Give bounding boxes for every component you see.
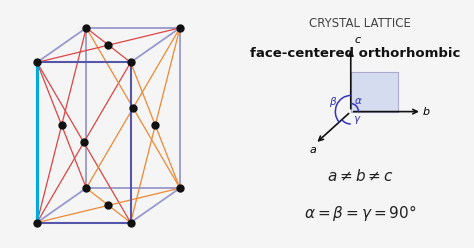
Text: b: b bbox=[423, 107, 430, 117]
Text: $a \neq b \neq c$: $a \neq b \neq c$ bbox=[327, 168, 393, 184]
Text: a: a bbox=[310, 145, 316, 155]
Text: $\alpha = \beta = \gamma = 90\degree$: $\alpha = \beta = \gamma = 90\degree$ bbox=[304, 203, 417, 223]
Text: $\beta$: $\beta$ bbox=[329, 95, 337, 109]
Text: face-centered orthorhombic: face-centered orthorhombic bbox=[250, 47, 461, 60]
Text: $\alpha$: $\alpha$ bbox=[354, 96, 363, 106]
Text: $\gamma$: $\gamma$ bbox=[353, 114, 362, 125]
Text: c: c bbox=[354, 35, 360, 45]
Text: CRYSTAL LATTICE: CRYSTAL LATTICE bbox=[310, 17, 411, 30]
Polygon shape bbox=[351, 72, 398, 112]
